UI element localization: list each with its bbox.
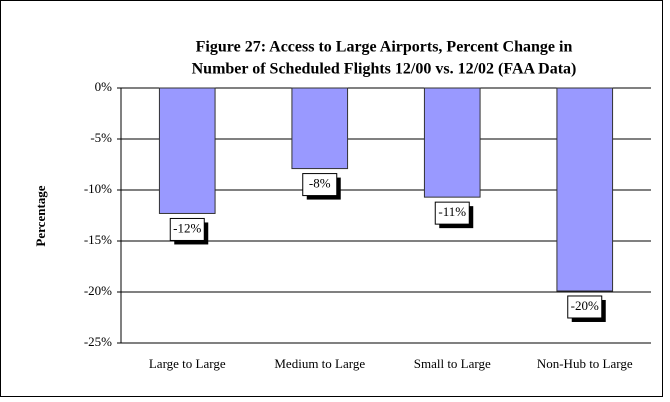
- bar: [158, 87, 216, 214]
- label-box: [169, 217, 205, 241]
- chart-title: Number of Scheduled Flights 12/00 vs. 12…: [192, 61, 577, 78]
- value-label: -8%: [309, 176, 331, 191]
- value-label: -11%: [438, 204, 466, 219]
- chart-title: Figure 27: Access to Large Airports, Per…: [196, 39, 573, 56]
- y-tick-label: -25%: [84, 334, 112, 349]
- x-tick-label: Medium to Large: [274, 356, 365, 371]
- x-tick-label: Non-Hub to Large: [537, 356, 633, 371]
- value-label: -12%: [173, 220, 201, 235]
- y-tick-label: 0%: [95, 79, 113, 94]
- value-label: -20%: [571, 298, 599, 313]
- x-tick-label: Small to Large: [414, 356, 491, 371]
- label-box: [302, 173, 338, 197]
- x-tick-label: Large to Large: [149, 356, 226, 371]
- y-tick-label: -20%: [84, 283, 112, 298]
- y-tick-label: -10%: [84, 181, 112, 196]
- label-box: [434, 201, 470, 225]
- bar: [423, 87, 481, 198]
- label-box: [567, 295, 603, 319]
- y-tick-label: -15%: [84, 232, 112, 247]
- bar: [291, 87, 349, 170]
- y-tick-label: -5%: [90, 130, 112, 145]
- y-axis-label: Percentage: [33, 185, 48, 246]
- bar: [556, 87, 614, 292]
